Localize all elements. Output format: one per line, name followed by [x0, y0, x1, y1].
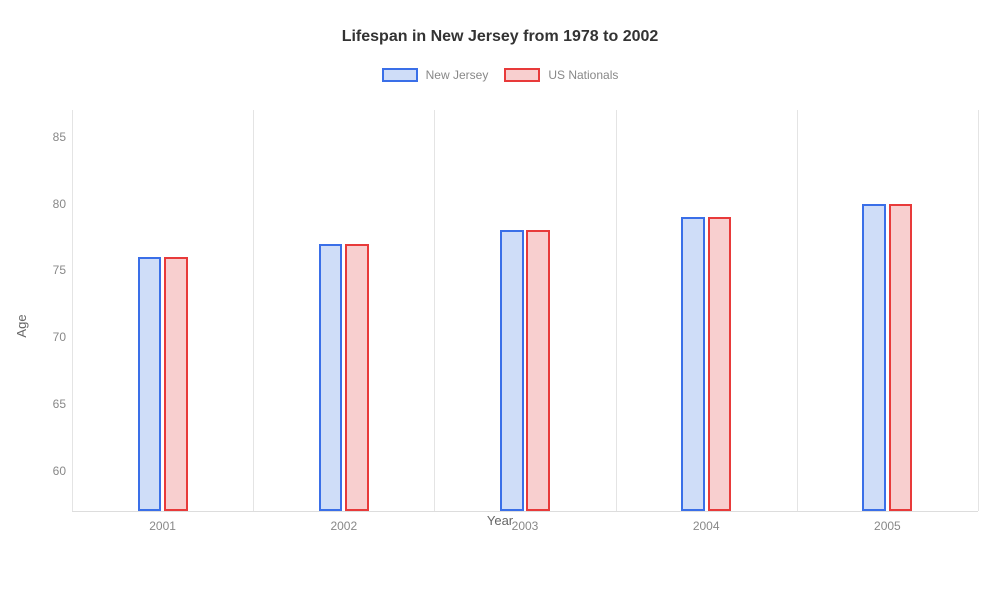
plot: 60657075808520012002200320042005: [72, 110, 978, 512]
y-axis-label: Age: [14, 314, 29, 337]
legend-item: New Jersey: [382, 68, 489, 82]
gridline: [434, 110, 435, 511]
x-tick-label: 2002: [330, 519, 357, 533]
bar: [862, 204, 886, 511]
legend-item: US Nationals: [504, 68, 618, 82]
gridline: [978, 110, 979, 511]
y-tick-label: 80: [38, 197, 66, 211]
bar: [681, 217, 705, 511]
chart-title: Lifespan in New Jersey from 1978 to 2002: [0, 0, 1000, 46]
y-tick-label: 65: [38, 397, 66, 411]
plot-area: Age 60657075808520012002200320042005 Yea…: [0, 110, 1000, 542]
bar: [319, 244, 343, 511]
legend-label: New Jersey: [426, 68, 489, 82]
gridline: [253, 110, 254, 511]
bar: [526, 230, 550, 511]
gridline: [616, 110, 617, 511]
y-tick-label: 60: [38, 464, 66, 478]
bar: [138, 257, 162, 511]
y-tick-label: 70: [38, 330, 66, 344]
x-tick-label: 2001: [149, 519, 176, 533]
gridline: [72, 110, 73, 511]
bar: [500, 230, 524, 511]
x-axis-label: Year: [487, 513, 513, 528]
gridline: [797, 110, 798, 511]
legend: New Jersey US Nationals: [0, 68, 1000, 82]
x-tick-label: 2004: [693, 519, 720, 533]
bar: [889, 204, 913, 511]
legend-label: US Nationals: [548, 68, 618, 82]
bar: [708, 217, 732, 511]
y-tick-label: 75: [38, 263, 66, 277]
x-tick-label: 2005: [874, 519, 901, 533]
legend-swatch: [504, 68, 540, 82]
y-tick-label: 85: [38, 130, 66, 144]
x-tick-label: 2003: [512, 519, 539, 533]
bar: [345, 244, 369, 511]
legend-swatch: [382, 68, 418, 82]
bar: [164, 257, 188, 511]
